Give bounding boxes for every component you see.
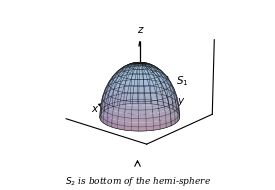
Text: $S_2$ is bottom of the hemi-sphere: $S_2$ is bottom of the hemi-sphere [65,175,210,188]
